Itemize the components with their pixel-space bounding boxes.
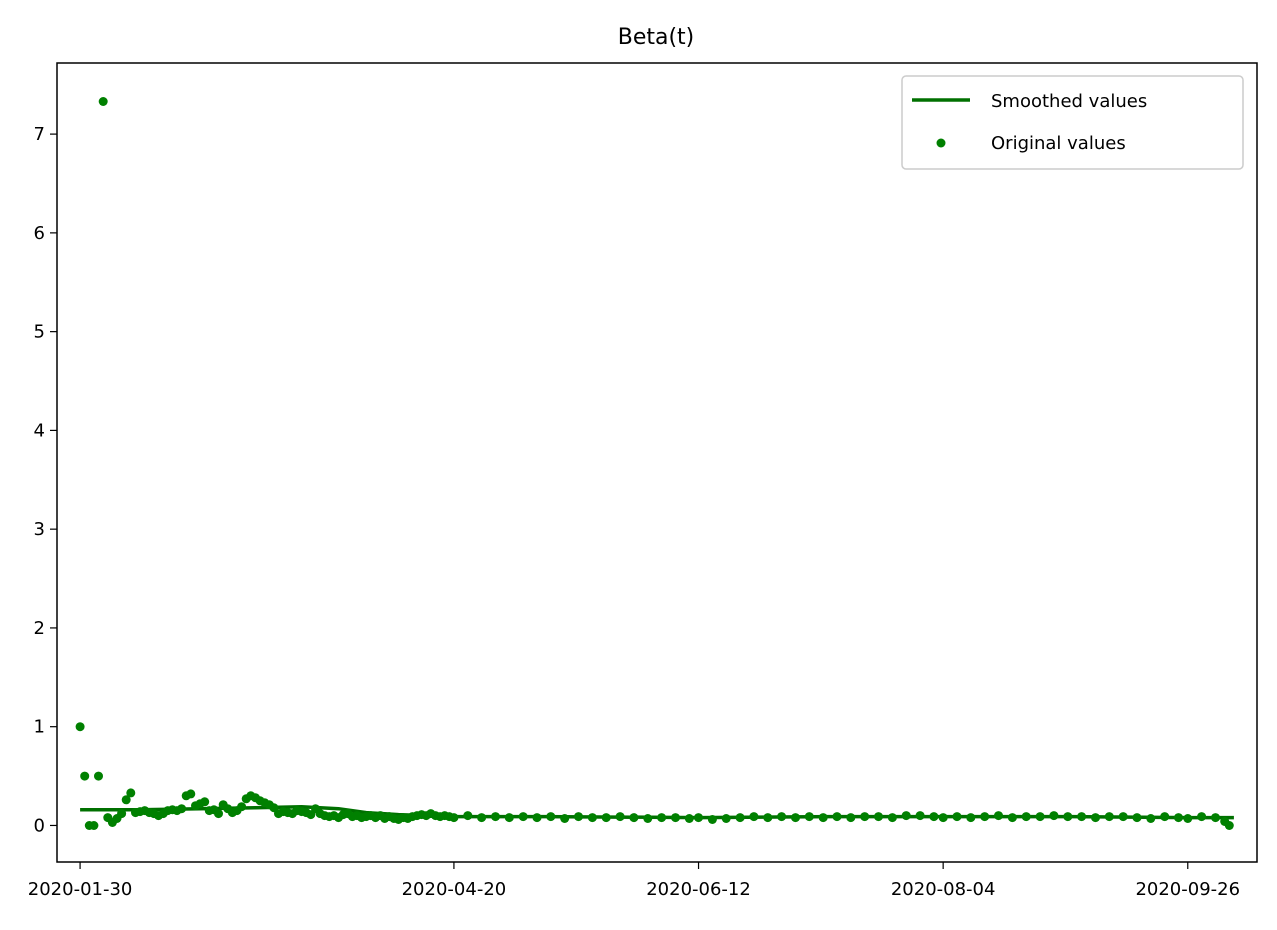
original-value-point	[887, 813, 897, 823]
x-axis: 2020-01-30 2020-04-20 2020-06-12 2020-08-04…	[28, 862, 1240, 900]
x-tick-label: 2020-01-30	[28, 879, 133, 900]
original-value-point	[1160, 812, 1170, 822]
original-value-point	[560, 814, 570, 823]
original-value-point	[846, 813, 856, 823]
original-value-point	[707, 815, 717, 824]
chart-title: Beta(t)	[618, 25, 695, 50]
original-value-point	[952, 812, 962, 822]
legend: Smoothed values Original values	[901, 75, 1244, 170]
original-value-point	[1224, 821, 1234, 830]
y-tick-label: 1	[34, 717, 45, 738]
original-value-point	[694, 813, 703, 823]
original-value-point	[791, 813, 800, 823]
original-value-point	[777, 812, 787, 822]
original-value-point	[1021, 812, 1031, 822]
y-tick-label: 2	[34, 618, 45, 639]
original-value-point	[532, 813, 542, 823]
original-value-point	[1063, 812, 1073, 822]
original-value-point	[1049, 811, 1059, 821]
x-tick-label: 2020-08-04	[891, 879, 996, 900]
original-value-point	[629, 813, 639, 823]
original-value-point	[121, 795, 131, 805]
original-value-point	[874, 812, 883, 822]
original-value-point	[237, 802, 247, 812]
y-tick-label: 6	[34, 223, 45, 244]
x-tick-label: 2020-06-12	[646, 879, 751, 900]
original-value-point	[684, 814, 694, 823]
original-value-point	[657, 813, 667, 823]
legend-box	[901, 75, 1244, 170]
original-value-point	[1035, 812, 1045, 822]
original-value-point	[463, 811, 473, 821]
original-value-point	[449, 813, 459, 823]
original-value-point	[1077, 812, 1087, 822]
legend-label-original: Original values	[991, 133, 1126, 154]
original-value-point	[763, 813, 773, 823]
y-tick-label: 0	[34, 815, 45, 836]
original-value-point	[94, 771, 103, 781]
x-tick-label: 2020-04-20	[402, 879, 507, 900]
original-value-point	[966, 813, 976, 823]
original-value-point	[1183, 814, 1193, 823]
original-value-point	[980, 812, 990, 822]
original-value-point	[117, 809, 127, 819]
legend-label-smoothed: Smoothed values	[991, 91, 1147, 112]
original-value-point	[491, 812, 500, 822]
original-value-point	[671, 813, 680, 823]
original-value-point	[804, 812, 814, 822]
y-tick-label: 3	[34, 519, 45, 540]
original-value-point	[1104, 812, 1114, 822]
original-value-point	[574, 812, 583, 822]
plot-area	[75, 97, 1234, 830]
original-value-point	[601, 813, 611, 823]
original-value-point	[915, 811, 925, 821]
original-value-point	[818, 813, 828, 823]
original-value-point	[504, 813, 514, 823]
original-value-point	[1211, 813, 1220, 823]
original-value-point	[643, 814, 653, 823]
original-value-point	[1118, 812, 1128, 822]
original-value-point	[186, 789, 196, 799]
original-value-point	[75, 722, 85, 732]
original-value-point	[1146, 814, 1156, 823]
original-value-point	[126, 788, 136, 798]
y-axis: 0 1 2 3 4 5 6 7	[34, 124, 57, 836]
original-value-point	[177, 804, 187, 814]
y-tick-label: 5	[34, 322, 45, 343]
original-value-point	[735, 813, 745, 823]
original-value-point	[214, 809, 223, 819]
original-value-point	[1091, 813, 1100, 823]
original-value-point	[200, 797, 210, 807]
original-value-point	[615, 812, 625, 822]
original-value-point	[518, 812, 528, 822]
legend-dot-swatch	[936, 138, 946, 148]
original-value-point	[1007, 813, 1017, 823]
original-value-point	[80, 771, 90, 781]
y-tick-label: 4	[34, 420, 45, 441]
y-tick-label: 7	[34, 124, 45, 145]
original-value-point	[994, 811, 1003, 821]
original-value-point	[587, 813, 597, 823]
original-value-point	[938, 813, 948, 823]
original-value-point	[832, 812, 842, 822]
original-value-point	[901, 811, 911, 821]
plot-frame	[56, 62, 1258, 863]
original-value-point	[749, 812, 759, 822]
original-value-point	[1174, 813, 1183, 823]
original-value-point	[1132, 813, 1142, 823]
original-value-point	[929, 812, 939, 822]
original-value-point	[721, 814, 731, 823]
original-value-point	[546, 812, 556, 822]
original-value-point	[860, 812, 870, 822]
x-tick-label: 2020-09-26	[1135, 879, 1240, 900]
original-value-point	[89, 821, 99, 830]
original-value-point	[477, 813, 487, 823]
smoothed-values-line	[80, 804, 1234, 820]
original-value-point	[1197, 812, 1207, 822]
original-value-point	[98, 97, 108, 106]
